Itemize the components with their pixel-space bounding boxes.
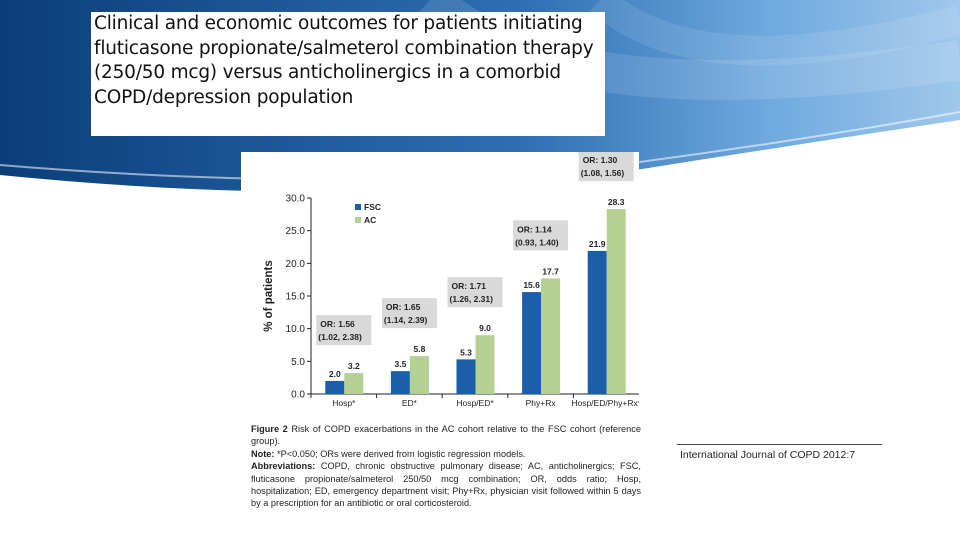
y-tick-label: 0.0 xyxy=(291,390,305,401)
journal-divider xyxy=(677,444,882,445)
data-label-ac: 5.8 xyxy=(413,344,425,354)
bar-fsc xyxy=(587,250,607,394)
or-ci: (1.14, 2.39) xyxy=(384,315,428,325)
or-annotation: OR: 1.65 (1.14, 2.39) xyxy=(381,298,437,329)
caption-note-line: Note: *P<0.050; ORs were derived from lo… xyxy=(251,448,641,460)
x-tick-label: Hosp* xyxy=(332,398,356,408)
caption-note-label: Note: xyxy=(251,448,275,459)
or-box xyxy=(513,220,569,251)
data-label-fsc: 3.5 xyxy=(394,359,406,369)
figure-caption: Figure 2 Risk of COPD exacerbations in t… xyxy=(251,423,641,510)
bar-chart: 0.0 5.0 10.0 15.0 20.0 25.0 30.0 % of patients H… xyxy=(263,151,642,408)
title-box: Clinical and economic outcomes for patie… xyxy=(91,12,605,136)
or-ci: (1.02, 2.38) xyxy=(318,332,362,342)
or-annotation: OR: 1.56 (1.02, 2.38) xyxy=(316,315,372,346)
x-tick-label: Hosp/ED* xyxy=(456,398,494,408)
y-tick-label: 30.0 xyxy=(286,194,306,205)
bar-ac xyxy=(606,209,626,394)
legend-label-fsc: FSC xyxy=(364,202,381,212)
y-tick-label: 15.0 xyxy=(286,292,306,303)
bar-fsc xyxy=(456,359,476,394)
bar-fsc xyxy=(390,371,410,394)
data-label-fsc: 2.0 xyxy=(329,369,341,379)
legend-swatch-ac xyxy=(355,217,361,223)
caption-abbrev-text: COPD, chronic obstructive pulmonary dise… xyxy=(251,461,641,509)
data-label-fsc: 15.6 xyxy=(523,280,540,290)
data-label-ac: 28.3 xyxy=(608,197,625,207)
or-box xyxy=(381,298,437,329)
bar-fsc xyxy=(325,380,345,394)
y-tick-label: 10.0 xyxy=(286,324,306,335)
caption-figure-label: Figure 2 xyxy=(251,424,288,434)
data-label-ac: 17.7 xyxy=(542,266,559,276)
or-ci: (1.08, 1.56) xyxy=(581,168,625,178)
or-box xyxy=(578,151,634,182)
caption-figure-line: Figure 2 Risk of COPD exacerbations in t… xyxy=(251,423,641,448)
or-annotation: OR: 1.14 (0.93, 1.40) xyxy=(513,220,569,251)
or-value: OR: 1.65 xyxy=(386,302,421,312)
data-label-fsc: 5.3 xyxy=(460,347,472,357)
or-annotation: OR: 1.30 (1.08, 1.56) xyxy=(578,151,634,182)
bar-ac xyxy=(344,373,364,394)
caption-note-text: *P<0.050; ORs were derived from logistic… xyxy=(277,448,526,459)
bar-fsc xyxy=(522,292,542,394)
bar-ac xyxy=(475,335,495,394)
x-tick-label: Phy+Rx xyxy=(526,398,557,408)
x-tick-label: ED* xyxy=(402,398,418,408)
or-ci: (0.93, 1.40) xyxy=(515,237,559,247)
x-tick-label: Hosp/ED/Phy+Rx* xyxy=(571,398,639,408)
caption-figure-text: Risk of COPD exacerbations in the AC coh… xyxy=(251,424,641,447)
y-tick-label: 25.0 xyxy=(286,226,306,237)
legend-swatch-fsc xyxy=(355,204,361,210)
or-annotation: OR: 1.71 (1.26, 2.31) xyxy=(447,277,503,308)
or-value: OR: 1.56 xyxy=(320,319,355,329)
journal-citation: International Journal of COPD 2012:7 xyxy=(680,449,856,461)
caption-abbrev-line: Abbreviations: COPD, chronic obstructive… xyxy=(251,460,641,510)
caption-abbrev-label: Abbreviations: xyxy=(251,461,316,472)
or-box xyxy=(447,277,503,308)
bar-ac xyxy=(541,278,561,394)
or-value: OR: 1.71 xyxy=(452,281,487,291)
or-ci: (1.26, 2.31) xyxy=(450,294,494,304)
y-tick-label: 5.0 xyxy=(291,357,305,368)
legend-label-ac: AC xyxy=(364,215,376,225)
slide-title: Clinical and economic outcomes for patie… xyxy=(94,13,594,108)
chart-figure: 0.0 5.0 10.0 15.0 20.0 25.0 30.0 % of patients H… xyxy=(241,151,642,412)
or-box xyxy=(316,315,372,346)
or-value: OR: 1.30 xyxy=(583,155,618,165)
bar-ac xyxy=(409,356,429,394)
y-axis-label: % of patients xyxy=(263,260,275,332)
data-label-fsc: 21.9 xyxy=(589,239,606,249)
y-tick-label: 20.0 xyxy=(286,259,306,270)
data-label-ac: 3.2 xyxy=(348,361,360,371)
data-label-ac: 9.0 xyxy=(479,323,491,333)
or-value: OR: 1.14 xyxy=(517,224,552,234)
